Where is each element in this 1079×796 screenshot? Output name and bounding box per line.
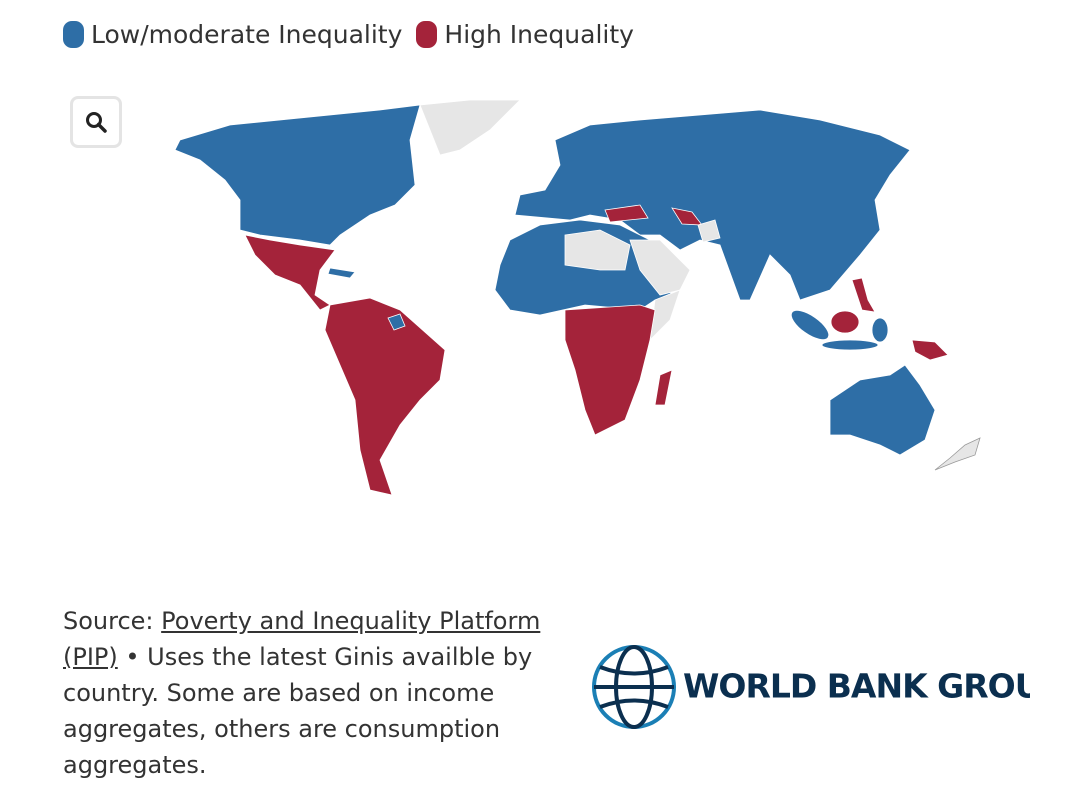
legend: Low/moderate Inequality High Inequality [63,20,634,49]
logo-globe [592,645,676,729]
legend-swatch [63,21,84,48]
logo-text: WORLD BANK GROUP [683,667,1030,706]
legend-item[interactable]: High Inequality [416,20,634,49]
australia [829,364,936,456]
greenland [419,99,521,156]
borneo [830,310,860,334]
south-america [324,297,446,496]
world-map [174,99,981,496]
libya-egypt [564,229,631,271]
source-prefix: Source: [63,607,154,635]
central-america [244,234,336,311]
sulawesi [871,317,889,343]
legend-item[interactable]: Low/moderate Inequality [63,20,402,49]
legend-label: High Inequality [444,20,634,49]
zoom-button[interactable] [70,96,122,148]
world-bank-logo: WORLD BANK GROUP [592,645,1030,729]
sumatra [790,309,830,341]
north-america [174,104,421,246]
southern-africa [564,304,656,436]
search-icon [86,112,107,133]
papua [911,339,949,361]
java [821,339,879,351]
legend-label: Low/moderate Inequality [91,20,403,49]
madagascar [654,369,673,406]
source-link[interactable]: Poverty and Inequality Platform (PIP) [63,607,541,671]
legend-swatch [416,21,438,48]
source-text: • Uses the latest Ginis availble by coun… [63,643,533,779]
eurasia [514,109,911,301]
afghanistan [697,219,721,243]
turkey [604,204,649,223]
guyana [387,313,406,331]
source-note: Source: Poverty and Inequality Platform … [63,603,543,783]
caribbean [327,267,356,279]
philippines [851,277,876,313]
new-zealand [934,437,981,471]
